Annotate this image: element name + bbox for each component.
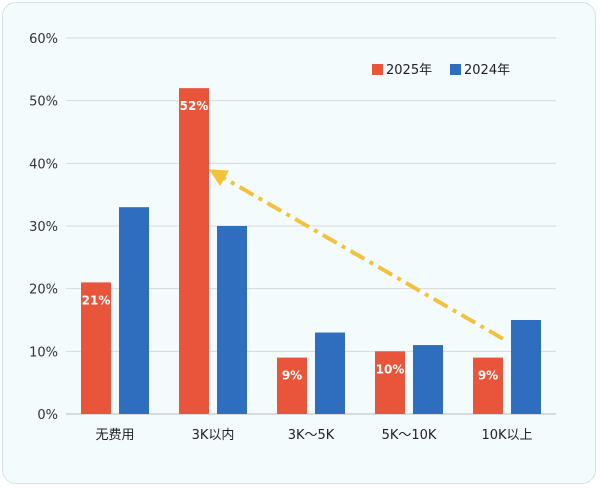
legend: 2025年 2024年 <box>372 63 510 78</box>
trend-arrow <box>209 169 504 341</box>
data-label: 52% <box>180 99 209 113</box>
trend-arrow-head <box>209 169 230 187</box>
x-tick-label: 3K以内 <box>192 427 235 443</box>
bar-2025年-10K以上 <box>473 357 503 414</box>
bar-2024年-3K～5K <box>315 332 345 414</box>
y-tick-label: 60% <box>29 32 58 47</box>
bars <box>81 88 541 414</box>
y-tick-label: 20% <box>29 283 58 298</box>
x-axis: 无费用 3K以内 3K～5K 5K～10K 10K以上 <box>95 427 532 443</box>
data-label: 10% <box>376 362 405 376</box>
x-tick-label: 3K～5K <box>288 428 335 443</box>
y-tick-label: 30% <box>29 220 58 235</box>
trend-arrow-line <box>223 176 504 341</box>
data-label: 9% <box>478 369 498 383</box>
bar-2024年-10K以上 <box>511 320 541 414</box>
bar-2025年-无费用 <box>81 282 111 414</box>
x-tick-label: 10K以上 <box>481 428 532 443</box>
y-tick-label: 50% <box>29 95 58 110</box>
legend-label-2024: 2024年 <box>464 63 510 78</box>
legend-label-2025: 2025年 <box>386 63 432 78</box>
y-tick-label: 10% <box>29 345 58 360</box>
y-tick-label: 40% <box>29 157 58 172</box>
bar-2025年-3K以内 <box>179 88 209 414</box>
data-labels: 21% 52% 9% 10% 9% <box>82 99 499 382</box>
y-tick-label: 0% <box>37 408 58 423</box>
x-tick-label: 无费用 <box>95 428 134 443</box>
data-label: 9% <box>282 369 302 383</box>
bar-2024年-5K～10K <box>413 345 443 414</box>
legend-swatch-2025 <box>372 64 383 75</box>
bar-2024年-3K以内 <box>217 226 247 414</box>
x-tick-label: 5K～10K <box>382 428 437 443</box>
legend-swatch-2024 <box>450 64 461 75</box>
bar-2025年-3K～5K <box>277 357 307 414</box>
bar-2025年-5K～10K <box>375 351 405 414</box>
bar-2024年-无费用 <box>119 207 149 414</box>
y-axis: 0% 10% 20% 30% 40% 50% 60% <box>29 32 58 423</box>
data-label: 21% <box>82 293 111 307</box>
